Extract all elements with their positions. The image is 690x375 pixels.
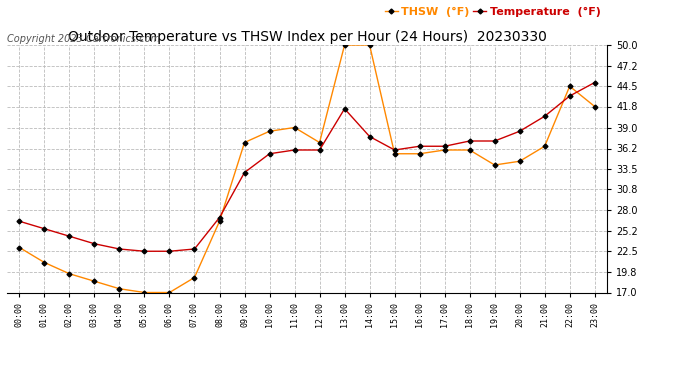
Title: Outdoor Temperature vs THSW Index per Hour (24 Hours)  20230330: Outdoor Temperature vs THSW Index per Ho…	[68, 30, 546, 44]
Legend: THSW  (°F), Temperature  (°F): THSW (°F), Temperature (°F)	[384, 6, 602, 18]
Text: Copyright 2023 Cartronics.com: Copyright 2023 Cartronics.com	[7, 34, 160, 44]
